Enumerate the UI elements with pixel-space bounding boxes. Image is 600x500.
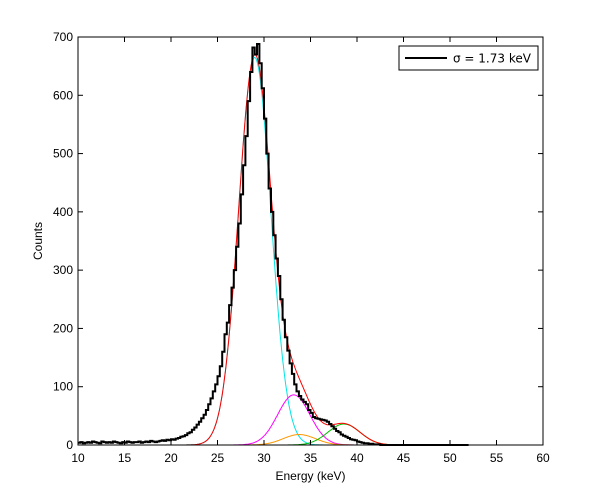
x-tick-label: 10: [71, 451, 85, 465]
x-axis-label: Energy (keV): [275, 469, 345, 483]
y-tick-label: 500: [53, 147, 73, 161]
x-tick-label: 35: [304, 451, 318, 465]
histogram-layer: [78, 43, 469, 446]
y-tick-label: 700: [53, 30, 73, 44]
x-tick-label: 60: [536, 451, 550, 465]
x-tick-label: 40: [350, 451, 364, 465]
x-tick-label: 15: [118, 451, 132, 465]
legend: σ = 1.73 keV: [398, 45, 539, 71]
axes-background: [78, 37, 543, 445]
y-tick-label: 400: [53, 205, 73, 219]
y-axis-label: Counts: [31, 222, 45, 260]
y-tick-labels: 0 100 200 300 400 500 600 700: [53, 30, 73, 452]
y-tick-label: 0: [66, 438, 73, 452]
histogram-series: [78, 43, 469, 446]
y-tick-label: 600: [53, 88, 73, 102]
x-tick-label: 25: [211, 451, 225, 465]
x-tick-label: 45: [397, 451, 411, 465]
x-tick-label: 55: [490, 451, 504, 465]
y-tick-label: 300: [53, 263, 73, 277]
x-tick-label: 30: [257, 451, 271, 465]
x-tick-label: 50: [443, 451, 457, 465]
x-tick-labels: 10 15 20 25 30 35 40 45 50 55 60: [71, 451, 550, 465]
ticks-layer: [77, 36, 544, 446]
y-tick-label: 100: [53, 380, 73, 394]
y-tick-label: 200: [53, 321, 73, 335]
legend-entry: σ = 1.73 keV: [453, 52, 532, 66]
x-tick-label: 20: [164, 451, 178, 465]
